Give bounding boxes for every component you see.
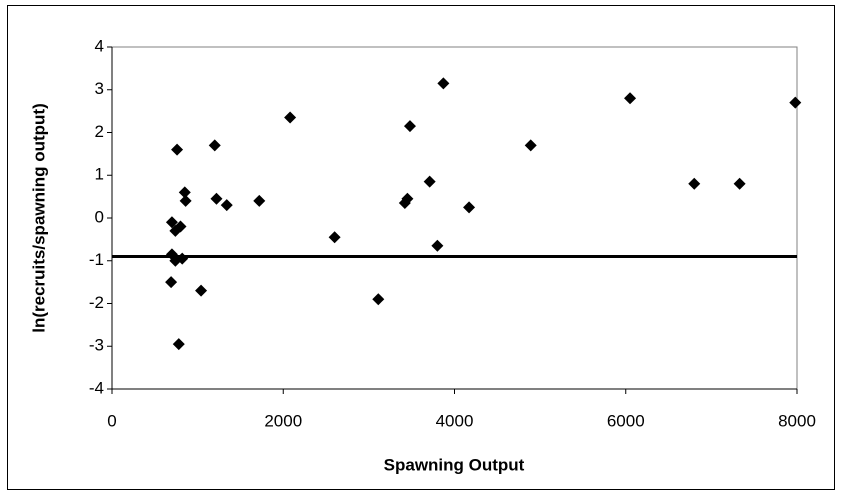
x-tick-label: 2000: [264, 411, 302, 430]
data-point: [733, 177, 746, 190]
data-point: [372, 293, 385, 306]
data-point: [174, 220, 187, 233]
y-tick-label: 3: [95, 79, 104, 98]
y-tick-label: 0: [95, 207, 104, 226]
data-point: [789, 96, 802, 109]
data-point: [403, 120, 416, 133]
y-tick-label: -3: [89, 336, 104, 355]
data-point: [437, 77, 450, 90]
data-point: [165, 276, 178, 289]
y-axis-title: ln(recruits/spawning output): [29, 103, 48, 333]
y-tick-label: -1: [89, 250, 104, 269]
x-tick-label: 6000: [607, 411, 645, 430]
data-point: [220, 199, 233, 212]
data-point: [208, 139, 221, 152]
y-tick-label: 2: [95, 122, 104, 141]
x-tick-label: 8000: [778, 411, 816, 430]
data-point: [423, 175, 436, 188]
data-point: [463, 201, 476, 214]
data-point: [195, 284, 208, 297]
data-point: [431, 239, 444, 252]
data-point: [172, 338, 185, 351]
data-point: [328, 231, 341, 244]
x-tick-label: 4000: [436, 411, 474, 430]
data-point: [179, 194, 192, 207]
x-axis-title: Spawning Output: [384, 455, 525, 474]
data-point: [401, 192, 414, 205]
y-tick-label: -4: [89, 378, 104, 397]
data-point: [524, 139, 537, 152]
data-point: [624, 92, 637, 105]
y-tick-label: 1: [95, 165, 104, 184]
data-point: [253, 194, 266, 207]
data-point: [176, 252, 189, 265]
chart-frame: [7, 5, 835, 490]
data-point: [210, 192, 223, 205]
data-point: [178, 186, 191, 199]
data-point: [688, 177, 701, 190]
data-point: [171, 143, 184, 156]
data-point: [284, 111, 297, 124]
y-tick-label: -2: [89, 293, 104, 312]
x-tick-label: 0: [107, 411, 116, 430]
y-tick-label: 4: [95, 36, 104, 55]
